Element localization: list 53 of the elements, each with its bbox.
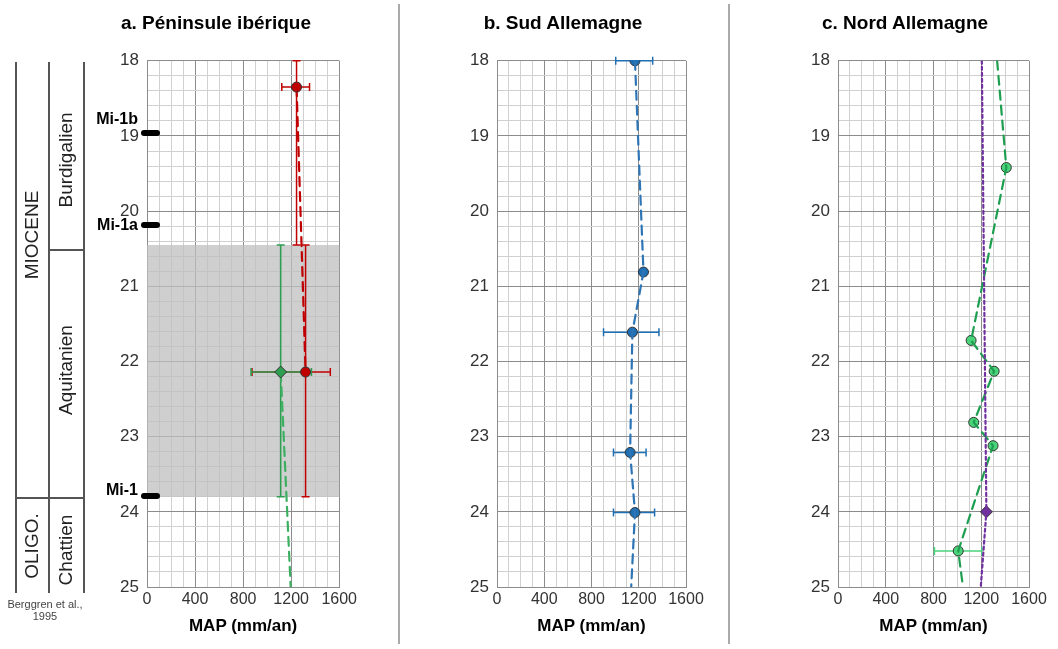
y-tick-label: 24 <box>120 501 139 521</box>
x-tick-label: 1200 <box>963 590 1000 608</box>
y-tick-label: 21 <box>811 276 830 295</box>
y-tick-label: 19 <box>120 125 139 145</box>
y-tick-label: 23 <box>470 426 489 446</box>
y-tick-label: 21 <box>120 276 139 295</box>
y-tick-label: 24 <box>470 501 489 521</box>
y-tick-label: 24 <box>811 501 830 521</box>
y-tick-label: 18 <box>470 50 489 70</box>
chart-title: b. Sud Allemagne <box>483 11 643 33</box>
y-tick-label: 23 <box>120 426 139 446</box>
y-tick-label: 20 <box>811 200 830 220</box>
x-tick-label: 0 <box>142 590 152 608</box>
text: Berggren et al., 1995 <box>6 598 84 622</box>
x-tick-label: 800 <box>578 590 605 608</box>
text: OLIGO. <box>21 513 43 579</box>
y-tick-label: 25 <box>470 576 489 596</box>
chart-title: c. Nord Allemagne <box>821 11 989 33</box>
x-tick-label: 1200 <box>273 590 310 608</box>
x-tick-label: 400 <box>181 590 209 608</box>
text: Aquitanien <box>55 325 77 415</box>
y-tick-label: 25 <box>120 576 139 596</box>
x-tick-label: 800 <box>920 590 947 608</box>
y-tick-label: 22 <box>470 351 489 371</box>
x-tick-label: 0 <box>833 590 843 608</box>
x-axis-title: MAP (mm/an) <box>879 616 988 636</box>
x-tick-label: 800 <box>229 590 257 608</box>
x-tick-label: 1600 <box>668 590 704 608</box>
y-tick-label: 19 <box>470 125 489 145</box>
y-tick-label: 23 <box>811 426 830 446</box>
y-tick-label: 22 <box>811 351 830 371</box>
y-tick-label: 25 <box>811 576 830 596</box>
x-tick-label: 1600 <box>1011 590 1047 608</box>
text: Chattien <box>55 514 77 586</box>
x-axis-title: MAP (mm/an) <box>188 616 298 636</box>
y-tick-label: 18 <box>120 50 139 70</box>
y-tick-label: 19 <box>811 125 830 145</box>
y-tick-label: 20 <box>470 200 489 220</box>
text: MIOCENE <box>21 190 43 280</box>
y-tick-label: 21 <box>470 276 489 295</box>
x-tick-label: 400 <box>530 590 558 608</box>
x-axis-title: MAP (mm/an) <box>537 616 646 636</box>
x-tick-label: 1200 <box>620 590 657 608</box>
y-tick-label: 18 <box>811 50 830 70</box>
x-tick-label: 0 <box>492 590 502 608</box>
y-tick-label: 22 <box>120 351 139 371</box>
x-tick-label: 400 <box>872 590 900 608</box>
text: Mi-1a <box>97 216 138 234</box>
text: Mi-1b <box>96 110 138 128</box>
x-tick-label: 1600 <box>321 590 358 608</box>
text: Mi-1 <box>106 481 138 499</box>
text: Burdigalien <box>55 112 77 208</box>
chart-title: a. Péninsule ibérique <box>120 11 312 33</box>
